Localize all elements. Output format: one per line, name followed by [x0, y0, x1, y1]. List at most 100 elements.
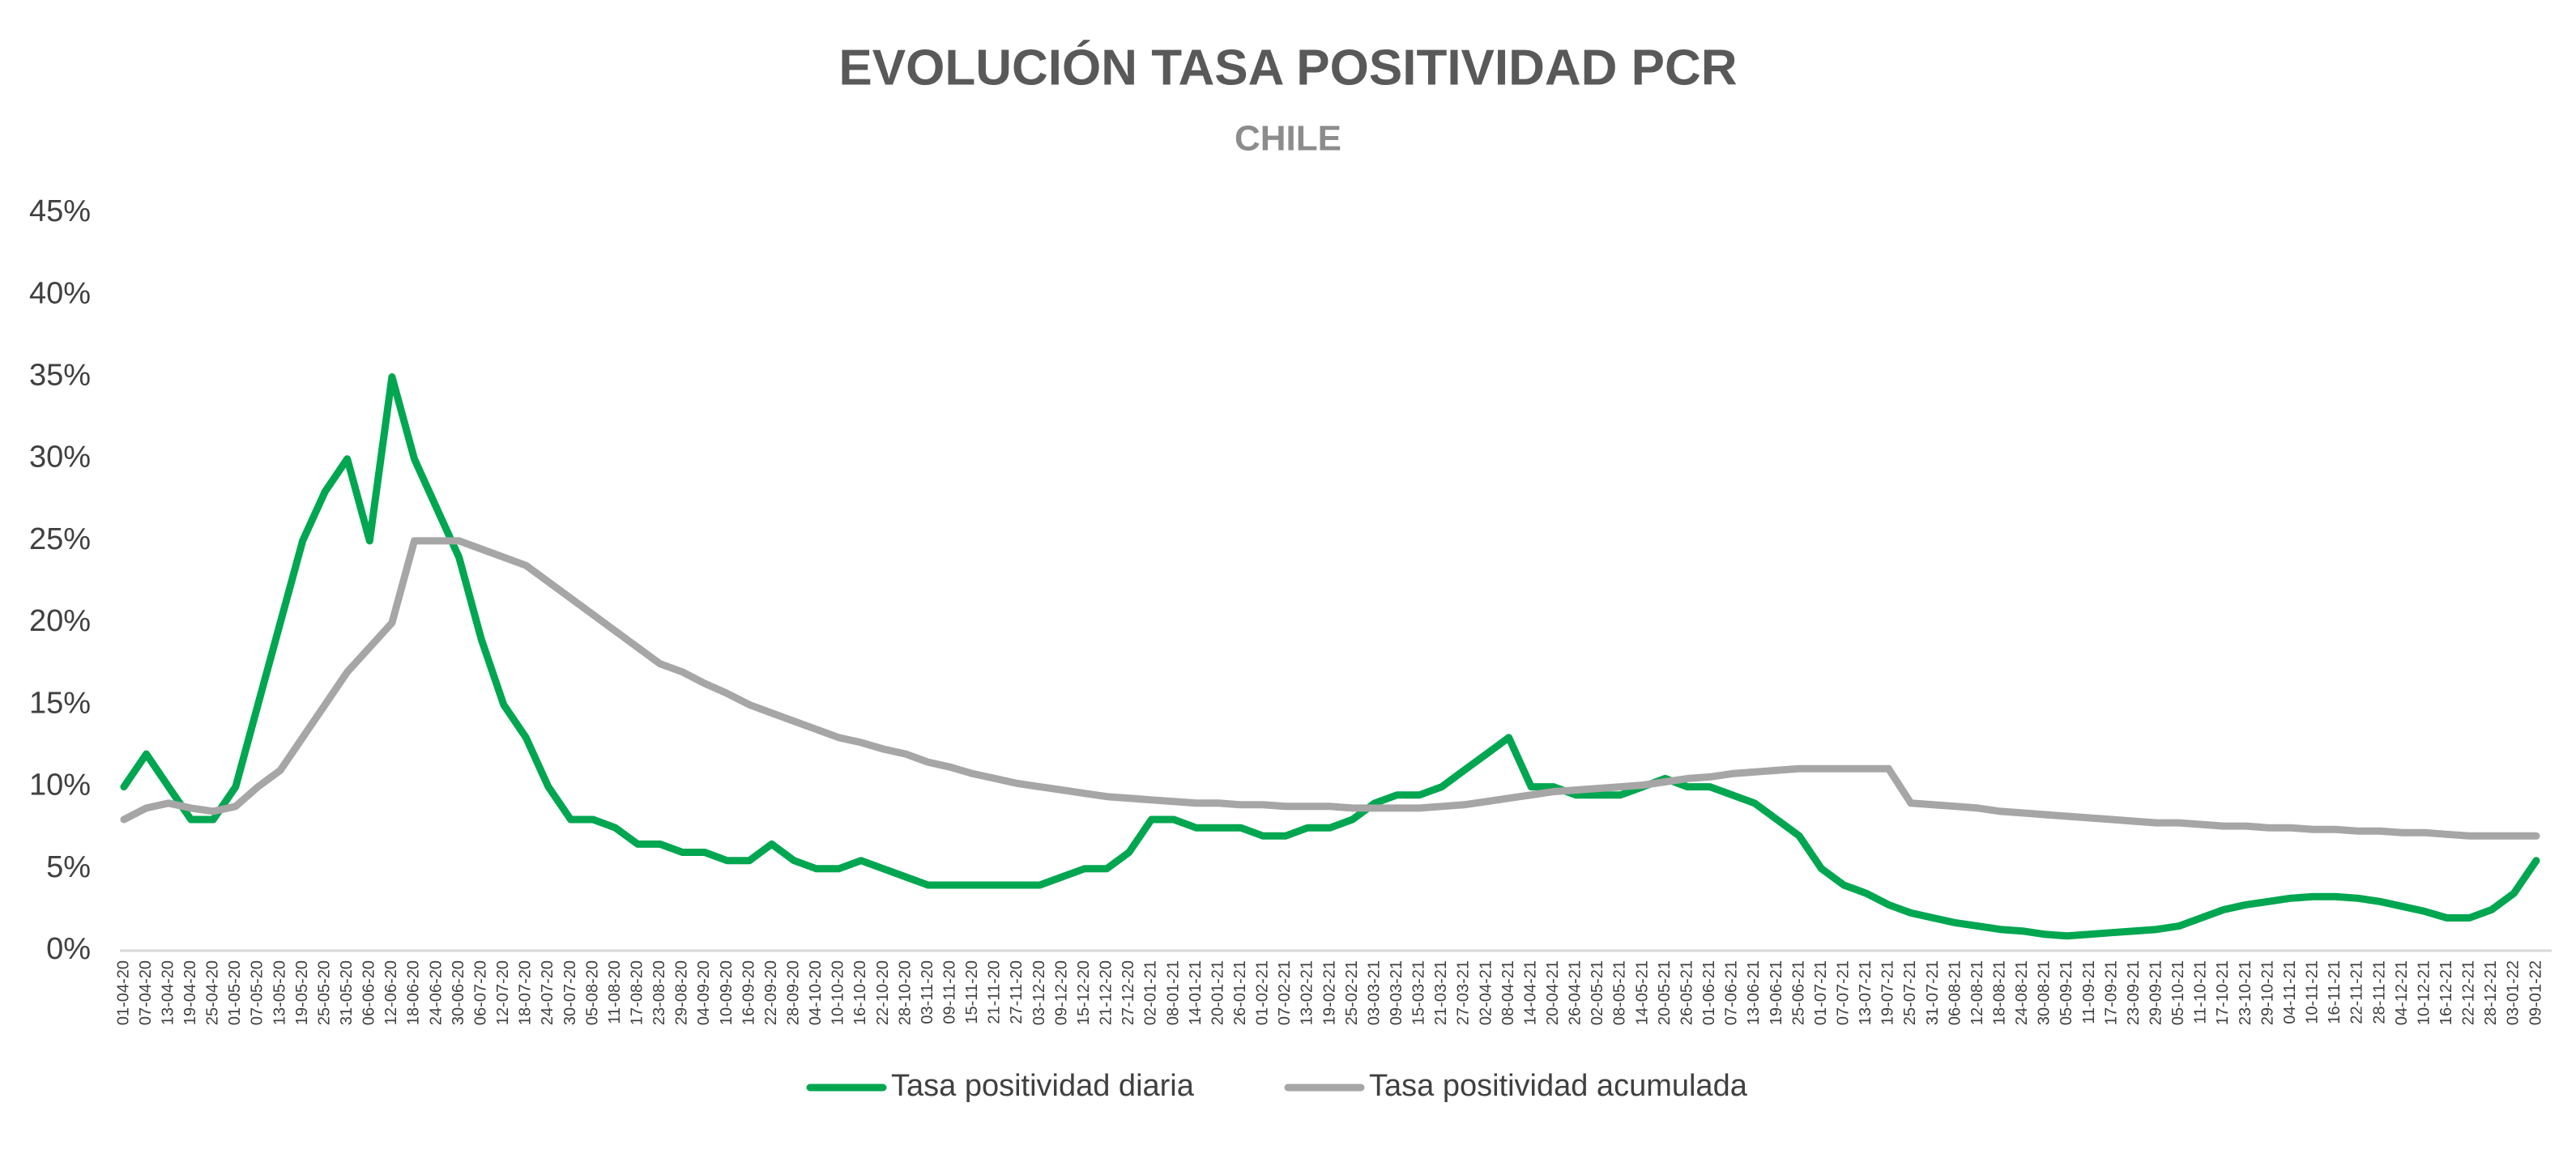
x-tick-label: 03-03-21: [1365, 960, 1383, 1025]
x-tick-label: 30-07-20: [561, 960, 579, 1025]
x-tick-label: 23-10-21: [2237, 960, 2254, 1025]
x-tick-label: 23-08-20: [650, 960, 668, 1025]
x-tick-label: 07-07-21: [1834, 960, 1852, 1025]
x-tick-label: 29-08-20: [673, 960, 691, 1025]
y-tick-label: 40%: [29, 276, 91, 310]
x-tick-label: 01-06-21: [1700, 960, 1718, 1025]
y-tick-label: 5%: [46, 850, 91, 884]
x-tick-label: 22-11-21: [2348, 960, 2366, 1024]
x-tick-label: 31-07-21: [1924, 960, 1942, 1025]
series-line: [120, 373, 2540, 940]
x-tick-label: 15-12-20: [1075, 960, 1093, 1025]
legend-label: Tasa positividad acumulada: [1369, 1069, 1748, 1103]
x-tick-label: 09-11-20: [941, 960, 959, 1024]
x-tick-label: 04-11-21: [2281, 960, 2299, 1024]
x-tick-label: 18-08-21: [1991, 960, 2009, 1025]
x-tick-label: 26-04-21: [1567, 960, 1584, 1025]
x-tick-label: 16-12-21: [2437, 960, 2455, 1025]
x-tick-label: 03-11-20: [919, 960, 936, 1024]
x-tick-label: 22-12-21: [2460, 960, 2478, 1025]
x-tick-label: 20-05-21: [1656, 960, 1674, 1025]
x-tick-label: 19-07-21: [1879, 960, 1897, 1025]
x-tick-label: 20-04-21: [1544, 960, 1562, 1025]
x-tick-label: 14-04-21: [1521, 960, 1539, 1025]
x-tick-label: 20-01-21: [1209, 960, 1226, 1025]
x-tick-label: 07-02-21: [1276, 960, 1294, 1025]
x-tick-label: 08-01-21: [1164, 960, 1182, 1025]
x-tick-label: 10-11-21: [2304, 960, 2322, 1024]
x-tick-label: 01-02-21: [1254, 960, 1272, 1025]
y-tick-label: 10%: [29, 768, 91, 803]
x-tick-label: 28-10-20: [896, 960, 914, 1025]
x-tick-label: 14-05-21: [1633, 960, 1651, 1025]
x-tick-label: 28-09-20: [785, 960, 803, 1025]
x-tick-label: 30-06-20: [450, 960, 467, 1025]
x-tick-label: 04-10-20: [807, 960, 825, 1025]
x-tick-label: 14-01-21: [1187, 960, 1205, 1025]
x-tick-label: 05-08-20: [583, 960, 601, 1025]
x-tick-label: 26-01-21: [1231, 960, 1249, 1025]
x-tick-label: 23-09-21: [2125, 960, 2143, 1025]
x-tick-label: 31-05-20: [338, 960, 356, 1025]
x-tick-label: 11-10-21: [2192, 960, 2210, 1024]
x-tick-label: 11-09-21: [2080, 960, 2098, 1024]
x-tick-label: 04-09-20: [695, 960, 713, 1025]
x-tick-label: 12-07-20: [494, 960, 512, 1025]
x-tick-label: 05-10-21: [2169, 960, 2187, 1025]
x-tick-label: 07-06-21: [1723, 960, 1741, 1025]
y-tick-label: 15%: [29, 686, 91, 720]
x-tick-label: 25-02-21: [1343, 960, 1361, 1025]
x-tick-label: 16-11-21: [2326, 960, 2344, 1024]
x-tick-label: 24-08-21: [2013, 960, 2031, 1025]
x-tick-label: 09-12-20: [1052, 960, 1070, 1025]
x-tick-label: 09-03-21: [1388, 960, 1405, 1025]
x-tick-label: 16-09-20: [740, 960, 757, 1025]
x-tick-label: 13-05-20: [271, 960, 288, 1025]
x-tick-label: 25-05-20: [315, 960, 333, 1025]
x-tick-label: 25-04-20: [204, 960, 222, 1025]
x-tick-label: 24-06-20: [427, 960, 445, 1025]
x-tick-label: 27-11-20: [1008, 960, 1026, 1024]
x-tick-label: 02-05-21: [1589, 960, 1606, 1025]
x-tick-label: 01-05-20: [226, 960, 244, 1025]
x-tick-label: 24-07-20: [539, 960, 557, 1025]
x-tick-label: 22-09-20: [762, 960, 780, 1025]
series-line: [120, 537, 2540, 840]
x-tick-label: 13-06-21: [1745, 960, 1763, 1025]
x-tick-label: 29-09-21: [2147, 960, 2165, 1025]
x-tick-label: 22-10-20: [874, 960, 892, 1025]
x-tick-label: 25-07-21: [1901, 960, 1919, 1025]
x-tick-label: 07-05-20: [249, 960, 267, 1025]
y-tick-label: 35%: [29, 358, 91, 392]
x-tick-label: 18-07-20: [517, 960, 535, 1025]
x-tick-label: 29-10-21: [2258, 960, 2276, 1025]
x-tick-label: 21-11-20: [986, 960, 1004, 1024]
x-tick-label: 06-08-21: [1946, 960, 1964, 1025]
x-tick-label: 17-10-21: [2214, 960, 2232, 1025]
x-tick-label: 25-06-21: [1789, 960, 1807, 1025]
x-tick-label: 19-04-20: [181, 960, 199, 1025]
x-tick-label: 10-09-20: [718, 960, 736, 1025]
x-tick-label: 19-02-21: [1320, 960, 1338, 1025]
x-tick-label: 10-12-21: [2415, 960, 2433, 1025]
x-tick-label: 18-06-20: [405, 960, 423, 1025]
x-tick-label: 27-03-21: [1455, 960, 1473, 1025]
x-tick-label: 19-06-21: [1768, 960, 1785, 1025]
x-tick-label: 12-06-20: [382, 960, 400, 1025]
x-tick-label: 28-12-21: [2482, 960, 2500, 1025]
chart-subtitle: CHILE: [1235, 119, 1341, 159]
x-tick-label: 09-01-22: [2527, 960, 2544, 1025]
chart-title: EVOLUCIÓN TASA POSITIVIDAD PCR: [838, 40, 1737, 96]
x-tick-label: 07-04-20: [137, 960, 155, 1025]
y-tick-label: 25%: [29, 522, 91, 556]
x-tick-label: 13-04-20: [159, 960, 177, 1025]
x-tick-label: 06-06-20: [360, 960, 378, 1025]
x-tick-label: 05-09-21: [2058, 960, 2075, 1025]
x-tick-label: 17-09-21: [2102, 960, 2120, 1025]
x-tick-label: 06-07-20: [471, 960, 489, 1025]
x-tick-label: 26-05-21: [1678, 960, 1695, 1025]
x-tick-label: 04-12-21: [2393, 960, 2411, 1025]
x-tick-label: 30-08-21: [2036, 960, 2054, 1025]
